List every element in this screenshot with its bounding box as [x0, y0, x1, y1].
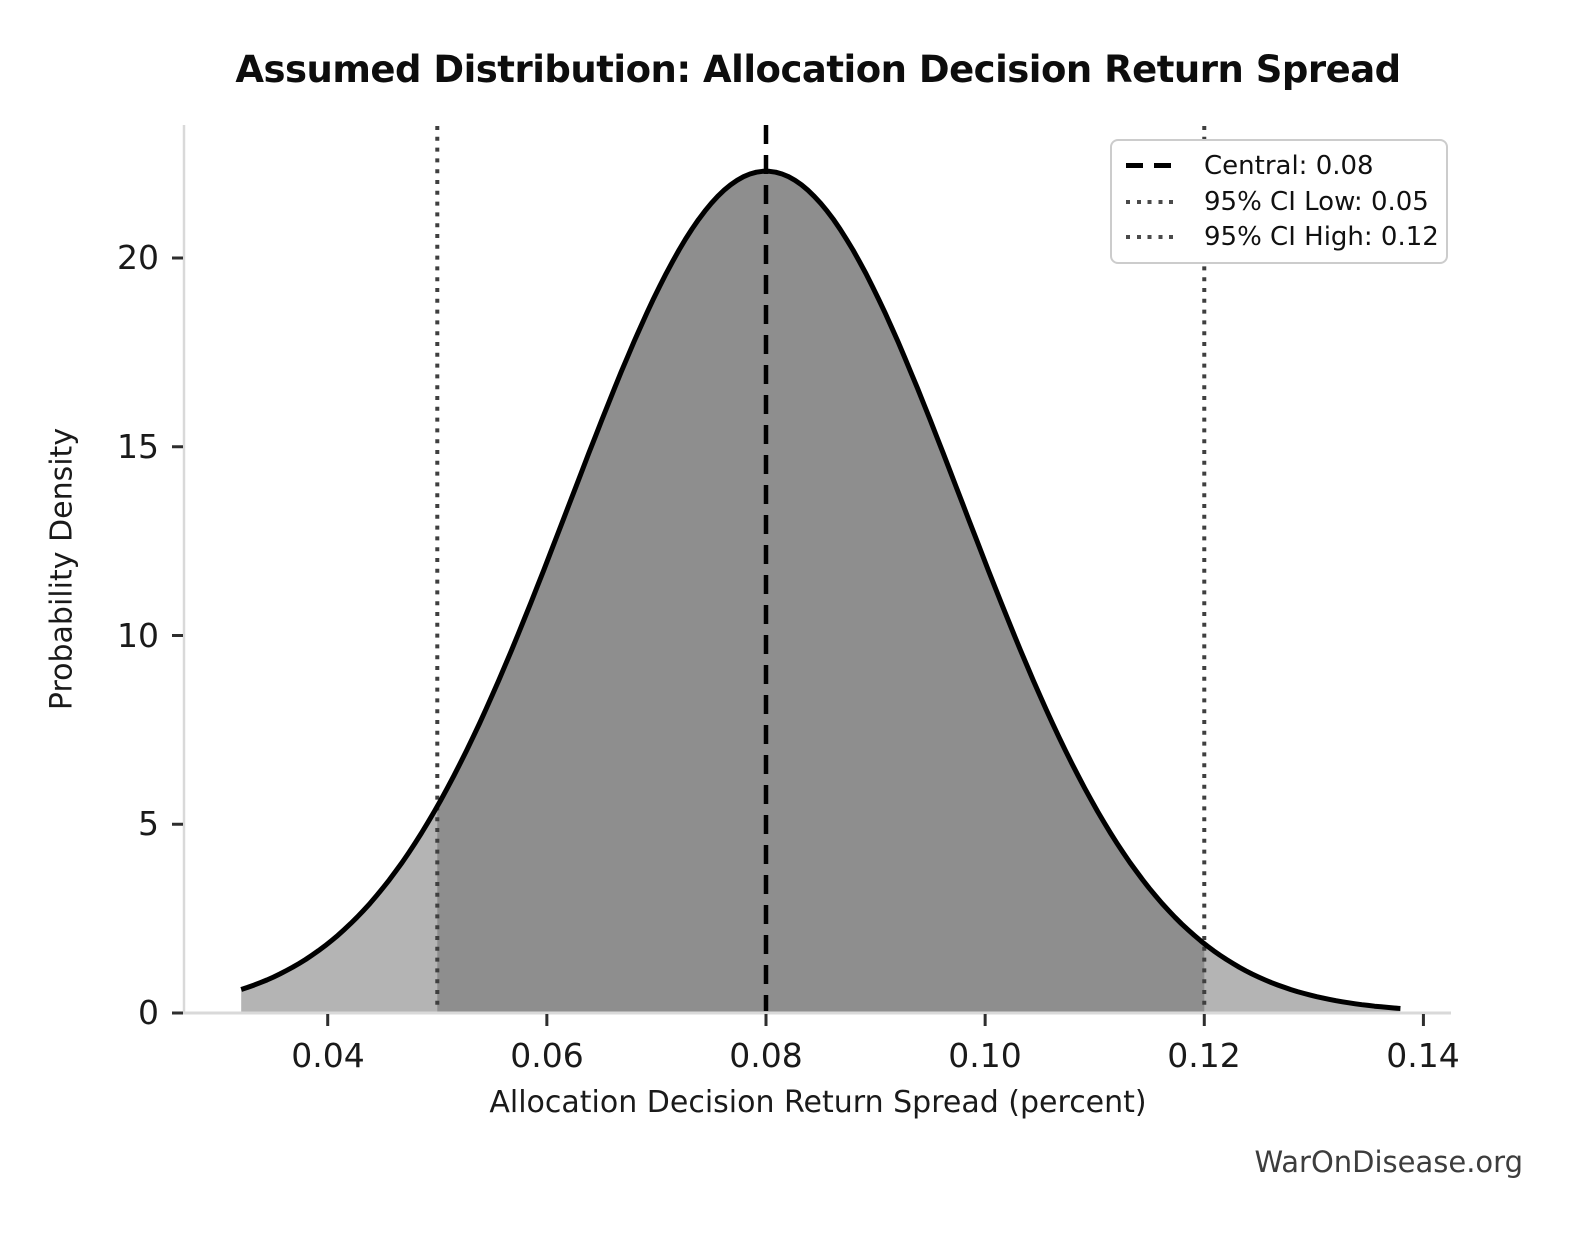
- y-tick-label: 5: [138, 804, 159, 843]
- legend: Central: 0.08 95% CI Low: 0.05 95% CI Hi…: [1110, 139, 1448, 264]
- y-tick-label: 20: [117, 238, 159, 277]
- watermark: WarOnDisease.org: [1254, 1145, 1523, 1179]
- legend-item-ci-low: 95% CI Low: 0.05: [1126, 187, 1432, 217]
- dashed-line-sample-icon: [1126, 163, 1178, 169]
- density-curve: [240, 168, 1401, 1011]
- legend-label-ci-low: 95% CI Low: 0.05: [1204, 186, 1429, 217]
- y-tick-label: 15: [117, 427, 159, 466]
- legend-label-ci-high: 95% CI High: 0.12: [1204, 222, 1439, 253]
- x-tick-label: 0.10: [948, 1036, 1022, 1075]
- legend-label-central: Central: 0.08: [1204, 150, 1374, 181]
- y-axis-label: Probability Density: [44, 427, 80, 711]
- x-tick-label: 0.06: [510, 1036, 584, 1075]
- chart-title: Assumed Distribution: Allocation Decisio…: [235, 48, 1401, 91]
- x-tick-label: 0.12: [1167, 1036, 1241, 1075]
- x-axis-label: Allocation Decision Return Spread (perce…: [489, 1085, 1147, 1120]
- x-tick-label: 0.08: [729, 1036, 803, 1075]
- x-tick-label: 0.14: [1386, 1036, 1460, 1075]
- legend-item-central: Central: 0.08: [1126, 151, 1432, 181]
- y-tick-label: 10: [117, 616, 159, 655]
- dotted-line-sample-icon: [1126, 235, 1178, 240]
- dotted-line-sample-icon: [1126, 199, 1178, 204]
- y-tick-label: 0: [138, 993, 159, 1032]
- density-fill-ci: [437, 171, 1205, 1013]
- legend-item-ci-high: 95% CI High: 0.12: [1126, 222, 1439, 252]
- x-tick-label: 0.04: [291, 1036, 365, 1075]
